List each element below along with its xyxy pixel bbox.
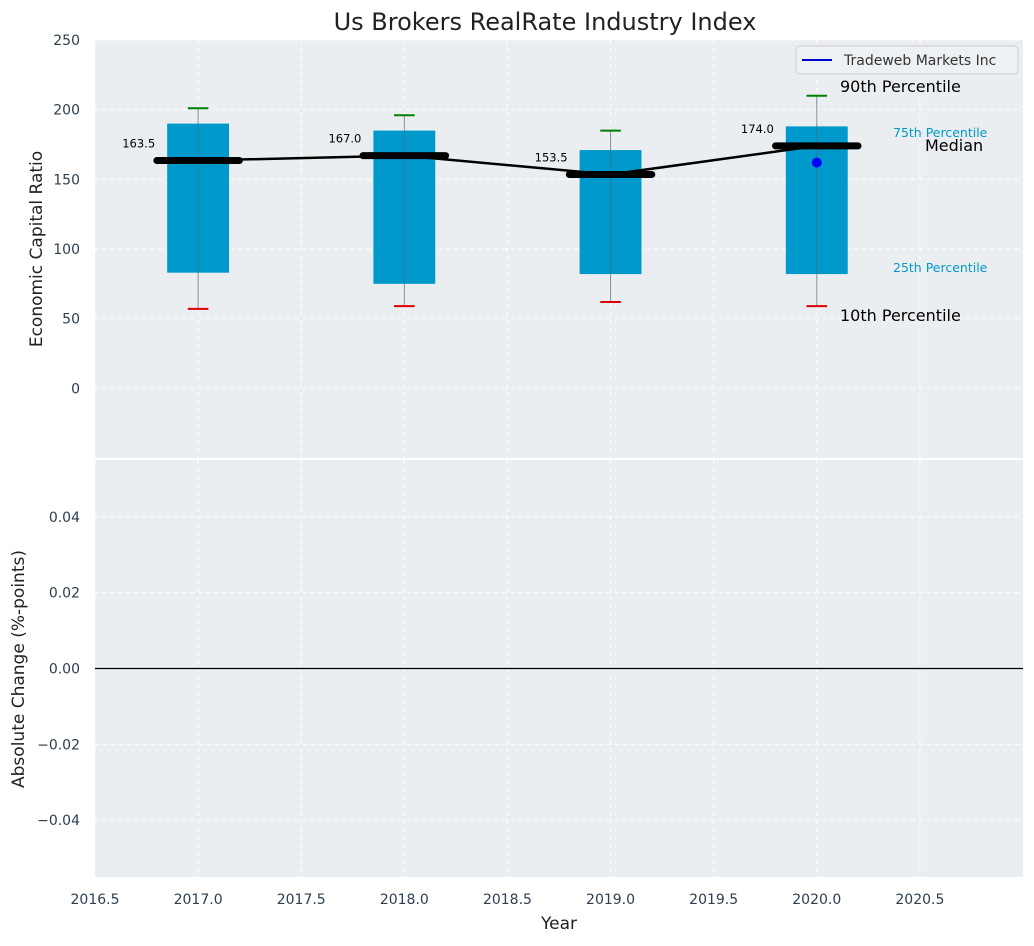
median-trend-line <box>198 144 817 176</box>
x-tick-label: 2017.5 <box>277 892 326 908</box>
annotation-10th-percentile: 10th Percentile <box>840 306 961 325</box>
x-tick-label: 2020.5 <box>895 892 944 908</box>
annotation-25th-percentile: 25th Percentile <box>893 260 988 275</box>
bottom-y-tick-label: 0.02 <box>49 586 80 602</box>
chart-title: Us Brokers RealRate Industry Index <box>334 8 757 36</box>
x-tick-label: 2016.5 <box>71 892 120 908</box>
bottom-y-tick-label: −0.02 <box>37 737 80 753</box>
x-tick-label: 2019.0 <box>586 892 635 908</box>
top-y-tick-label: 50 <box>62 312 80 328</box>
top-y-tick-label: 150 <box>53 172 80 188</box>
median-label-2020: 174.0 <box>741 122 774 136</box>
x-tick-label: 2019.5 <box>689 892 738 908</box>
x-tick-label: 2017.0 <box>174 892 223 908</box>
x-tick-label: 2018.0 <box>380 892 429 908</box>
company-point-2020 <box>811 157 822 168</box>
annotation-75th-percentile: 75th Percentile <box>893 125 988 140</box>
bottom-y-tick-label: −0.04 <box>37 813 80 829</box>
axes-text: 0 50 100 150 200 250 −0.04 −0.02 0.00 0.02 0.04 201… <box>37 33 1034 908</box>
top-y-axis-label: Economic Capital Ratio <box>27 151 47 347</box>
median-label-2019: 153.5 <box>535 150 568 164</box>
bottom-y-axis-label: Absolute Change (%-points) <box>9 550 29 788</box>
legend-box <box>795 45 1019 75</box>
top-marks: 163.5 167.0 153.5 174.0 <box>122 94 862 310</box>
top-y-tick-label: 0 <box>71 381 80 397</box>
legend-entry-label: Tradeweb Markets Inc <box>843 53 996 69</box>
median-label-2018: 167.0 <box>328 132 361 146</box>
annotation-90th-percentile: 90th Percentile <box>840 77 961 96</box>
median-label-2017: 163.5 <box>122 137 155 151</box>
annotation-median: Median <box>925 136 983 155</box>
bottom-y-tick-label: 0.04 <box>49 510 80 526</box>
top-y-tick-label: 250 <box>53 33 80 49</box>
x-axis-label: Year <box>540 914 577 934</box>
top-y-tick-label: 100 <box>53 242 80 258</box>
bottom-y-tick-label: 0.00 <box>49 662 80 678</box>
top-y-tick-label: 200 <box>53 103 80 119</box>
x-tick-label: 2020.0 <box>792 892 841 908</box>
legend: Tradeweb Markets Inc <box>795 45 1019 75</box>
x-tick-label: 2018.5 <box>483 892 532 908</box>
